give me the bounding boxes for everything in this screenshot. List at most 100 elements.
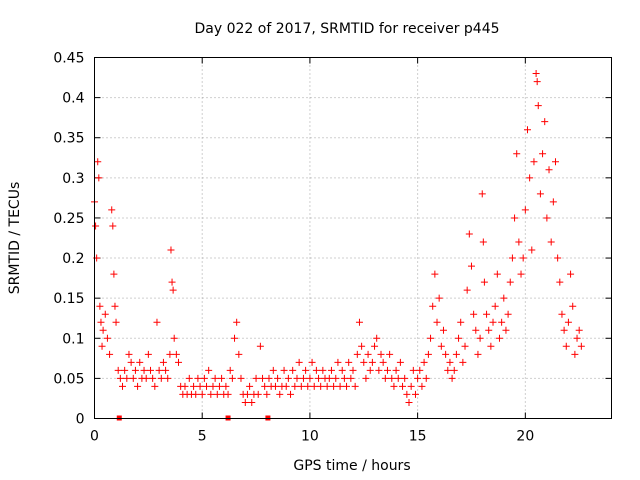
data-point bbox=[530, 158, 538, 166]
data-point bbox=[304, 382, 312, 390]
data-point bbox=[265, 374, 273, 382]
data-point bbox=[489, 318, 497, 326]
data-point bbox=[459, 358, 467, 366]
data-point bbox=[556, 278, 564, 286]
data-point bbox=[532, 70, 540, 78]
data-point bbox=[222, 382, 230, 390]
data-point bbox=[330, 382, 338, 390]
data-point bbox=[340, 374, 348, 382]
data-point bbox=[237, 374, 245, 382]
data-point bbox=[424, 350, 432, 358]
data-point bbox=[243, 390, 251, 398]
chart-title: Day 022 of 2017, SRMTID for receiver p44… bbox=[194, 21, 499, 37]
data-point bbox=[109, 222, 117, 230]
data-point bbox=[203, 382, 211, 390]
data-point bbox=[327, 366, 335, 374]
data-point bbox=[289, 366, 297, 374]
data-point bbox=[409, 366, 417, 374]
data-point bbox=[379, 358, 387, 366]
data-point bbox=[519, 254, 527, 262]
data-point bbox=[569, 302, 577, 310]
data-point bbox=[371, 342, 379, 350]
data-point bbox=[170, 334, 178, 342]
data-point bbox=[472, 326, 480, 334]
data-point bbox=[194, 374, 202, 382]
data-point bbox=[427, 334, 435, 342]
data-point bbox=[461, 342, 469, 350]
data-point bbox=[521, 206, 529, 214]
data-point bbox=[504, 310, 512, 318]
data-point bbox=[235, 350, 243, 358]
data-point bbox=[205, 366, 213, 374]
data-point bbox=[293, 374, 301, 382]
data-point bbox=[334, 358, 342, 366]
data-point bbox=[567, 270, 575, 278]
y-tick-label: 0.3 bbox=[62, 171, 84, 187]
data-point bbox=[110, 270, 118, 278]
data-point bbox=[437, 342, 445, 350]
data-point bbox=[394, 374, 402, 382]
data-point bbox=[463, 286, 471, 294]
data-point bbox=[526, 174, 534, 182]
y-tick-label: 0.35 bbox=[53, 131, 84, 147]
data-point bbox=[211, 374, 219, 382]
data-point bbox=[308, 358, 316, 366]
data-point bbox=[383, 366, 391, 374]
data-point bbox=[493, 270, 501, 278]
data-point bbox=[562, 342, 570, 350]
data-point bbox=[129, 374, 137, 382]
data-point bbox=[403, 390, 411, 398]
data-point bbox=[429, 302, 437, 310]
data-point bbox=[467, 262, 475, 270]
y-tick-label: 0 bbox=[76, 412, 85, 428]
data-point bbox=[218, 374, 226, 382]
data-point bbox=[420, 358, 428, 366]
data-point bbox=[134, 382, 142, 390]
y-tick-label: 0.05 bbox=[53, 371, 84, 387]
data-point bbox=[140, 366, 148, 374]
data-point bbox=[528, 246, 536, 254]
data-point bbox=[431, 270, 439, 278]
plot-frame bbox=[94, 57, 612, 419]
data-point bbox=[539, 150, 547, 158]
data-point bbox=[108, 206, 116, 214]
data-point bbox=[515, 238, 523, 246]
data-point bbox=[511, 214, 519, 222]
data-point bbox=[112, 318, 120, 326]
data-point bbox=[317, 382, 325, 390]
data-point bbox=[276, 390, 284, 398]
data-point bbox=[422, 374, 430, 382]
data-point bbox=[196, 382, 204, 390]
data-point bbox=[455, 334, 463, 342]
data-point bbox=[287, 390, 295, 398]
data-point bbox=[435, 294, 443, 302]
data-point bbox=[452, 350, 460, 358]
data-point bbox=[386, 350, 394, 358]
data-point bbox=[252, 374, 260, 382]
data-point bbox=[450, 366, 458, 374]
data-point bbox=[381, 374, 389, 382]
data-point bbox=[401, 374, 409, 382]
data-point bbox=[502, 326, 510, 334]
data-point bbox=[571, 350, 579, 358]
data-point bbox=[414, 374, 422, 382]
x-tick-label: 0 bbox=[90, 429, 99, 445]
data-point bbox=[541, 118, 549, 126]
data-point bbox=[392, 366, 400, 374]
data-point bbox=[358, 342, 366, 350]
data-point bbox=[155, 366, 163, 374]
data-point bbox=[349, 366, 357, 374]
data-point bbox=[263, 390, 271, 398]
data-point bbox=[231, 334, 239, 342]
y-tick-label: 0.25 bbox=[53, 211, 84, 227]
data-point bbox=[192, 390, 200, 398]
data-point bbox=[157, 374, 165, 382]
y-axis: 0 0.05 0.1 0.15 0.2 0.25 0.3 0.35 0.4 0.45 bbox=[53, 51, 612, 428]
data-point bbox=[351, 382, 359, 390]
data-point bbox=[513, 150, 521, 158]
data-point bbox=[246, 382, 254, 390]
data-point bbox=[523, 126, 531, 134]
data-point bbox=[338, 366, 346, 374]
data-point bbox=[200, 374, 208, 382]
data-point bbox=[498, 318, 506, 326]
